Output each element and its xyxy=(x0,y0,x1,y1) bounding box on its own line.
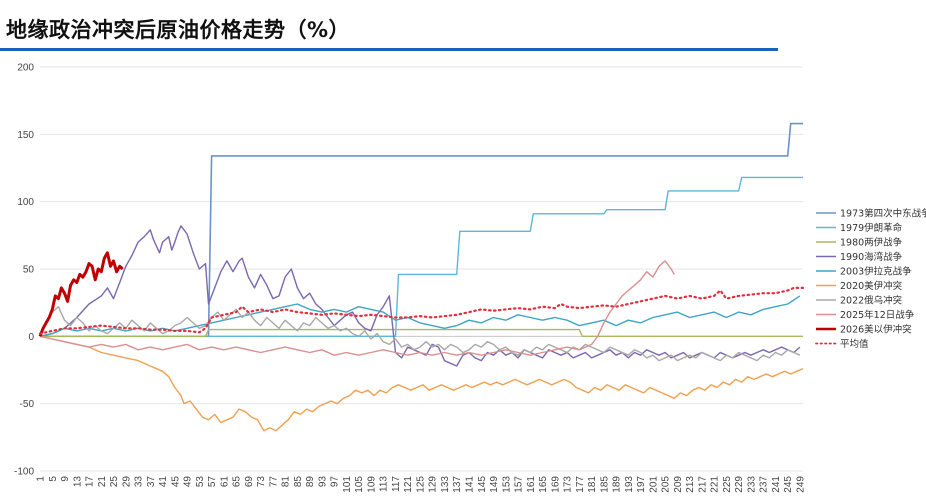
x-tick-label: 89 xyxy=(305,476,316,488)
x-tick-label: 213 xyxy=(685,476,696,493)
x-tick-label: 197 xyxy=(636,476,647,493)
x-tick-label: 45 xyxy=(170,476,181,488)
x-tick-label: 57 xyxy=(207,476,218,488)
y-tick-label: 200 xyxy=(17,63,34,74)
x-tick-label: 21 xyxy=(97,476,108,488)
title-underline xyxy=(0,48,778,51)
grid-lines xyxy=(40,66,803,472)
x-tick-label: 37 xyxy=(146,476,157,488)
series-line-8 xyxy=(39,260,675,356)
x-tick-label: 117 xyxy=(391,476,402,492)
x-tick-label: 133 xyxy=(440,476,451,493)
series-line-2 xyxy=(40,176,803,337)
x-tick-label: 33 xyxy=(134,476,145,488)
x-tick-label: 201 xyxy=(648,476,659,493)
chart-title: 地缘政治冲突后原油价格走势（%） xyxy=(6,18,351,42)
legend-item-label: 平均值 xyxy=(840,338,869,350)
x-tick-label: 177 xyxy=(575,476,586,493)
y-tick-label: -50 xyxy=(20,399,35,410)
legend-item-label: 2022俄乌冲突 xyxy=(840,295,903,307)
x-tick-label: 209 xyxy=(673,476,684,493)
x-tick-label: 181 xyxy=(587,476,598,493)
x-tick-label: 5 xyxy=(48,476,59,482)
legend-item-label: 1973第四次中东战争 xyxy=(840,208,926,220)
x-tick-label: 53 xyxy=(195,476,206,488)
y-axis-ticks: -100 -50 0 50 100 150 200 xyxy=(14,63,34,478)
x-tick-label: 77 xyxy=(268,476,279,488)
x-tick-label: 173 xyxy=(563,476,574,493)
legend-item-label: 1980两伊战争 xyxy=(840,237,903,249)
series-line-9 xyxy=(38,251,124,337)
x-tick-label: 217 xyxy=(697,476,708,493)
x-tick-label: 149 xyxy=(489,476,500,493)
series-line-1 xyxy=(40,122,803,338)
x-tick-label: 125 xyxy=(415,476,426,493)
legend-item-label: 1979伊朗革命 xyxy=(840,222,903,234)
x-tick-label: 249 xyxy=(795,476,806,493)
x-tick-label: 1 xyxy=(36,476,47,482)
x-tick-label: 153 xyxy=(501,476,512,493)
x-tick-label: 93 xyxy=(317,476,328,488)
x-tick-label: 13 xyxy=(72,476,83,488)
y-tick-label: 100 xyxy=(17,197,34,208)
legend-item-label: 2026美以伊冲突 xyxy=(840,324,912,336)
x-tick-label: 25 xyxy=(109,476,120,488)
x-tick-label: 73 xyxy=(256,476,267,488)
series-line-6 xyxy=(39,335,804,432)
x-tick-label: 157 xyxy=(514,476,525,493)
legend: 1973第四次中东战争 1979伊朗革命 1980两伊战争 1990海湾战争 2003伊… xyxy=(815,208,926,350)
x-tick-label: 189 xyxy=(612,476,623,493)
x-tick-label: 237 xyxy=(759,476,770,493)
series-line-5 xyxy=(39,295,801,337)
x-tick-label: 65 xyxy=(232,476,243,488)
x-tick-label: 169 xyxy=(550,476,561,493)
x-tick-label: 97 xyxy=(330,476,341,488)
legend-item-label: 2025年12日战争 xyxy=(840,309,915,321)
y-tick-label: 0 xyxy=(28,332,34,343)
x-tick-label: 129 xyxy=(428,476,439,493)
x-tick-label: 69 xyxy=(244,476,255,488)
x-tick-label: 245 xyxy=(783,476,794,493)
x-tick-label: 121 xyxy=(403,476,414,493)
x-tick-label: 61 xyxy=(219,476,230,488)
x-axis-ticks: 1 5 9 13 17 21 25 29 33 37 41 45 49 53 57 61 65 69 73 77 81 8… xyxy=(36,476,807,493)
x-tick-label: 141 xyxy=(464,476,475,493)
x-tick-label: 9 xyxy=(60,476,71,482)
x-tick-label: 137 xyxy=(452,476,463,493)
x-tick-label: 105 xyxy=(354,476,365,493)
legend-item-label: 2020美伊冲突 xyxy=(840,280,903,292)
legend-item-label: 2003伊拉克战争 xyxy=(840,266,912,278)
x-tick-label: 85 xyxy=(293,476,304,488)
x-tick-label: 17 xyxy=(85,476,96,488)
series-line-10 xyxy=(38,286,805,335)
x-tick-label: 101 xyxy=(342,476,353,493)
y-tick-label: 150 xyxy=(17,130,34,141)
legend-item-label: 1990海湾战争 xyxy=(840,251,903,263)
x-tick-label: 193 xyxy=(624,476,635,493)
x-tick-label: 241 xyxy=(771,476,782,493)
x-tick-label: 225 xyxy=(722,476,733,493)
y-tick-label: -100 xyxy=(14,467,34,478)
x-tick-label: 165 xyxy=(538,476,549,493)
x-tick-label: 109 xyxy=(366,476,377,493)
x-tick-label: 221 xyxy=(710,476,721,493)
x-tick-label: 205 xyxy=(661,476,672,493)
series-line-7 xyxy=(39,306,801,362)
x-tick-label: 29 xyxy=(121,476,132,488)
x-tick-label: 233 xyxy=(746,476,757,493)
y-tick-label: 50 xyxy=(23,265,35,276)
x-tick-label: 49 xyxy=(183,476,194,488)
x-tick-label: 161 xyxy=(526,476,537,493)
x-tick-label: 229 xyxy=(734,476,745,493)
x-tick-label: 41 xyxy=(158,476,169,488)
series-lines xyxy=(38,122,805,432)
x-tick-label: 185 xyxy=(599,476,610,493)
x-tick-label: 113 xyxy=(379,476,390,492)
x-tick-label: 145 xyxy=(477,476,488,493)
x-tick-label: 81 xyxy=(281,476,292,488)
series-line-3 xyxy=(40,328,803,337)
